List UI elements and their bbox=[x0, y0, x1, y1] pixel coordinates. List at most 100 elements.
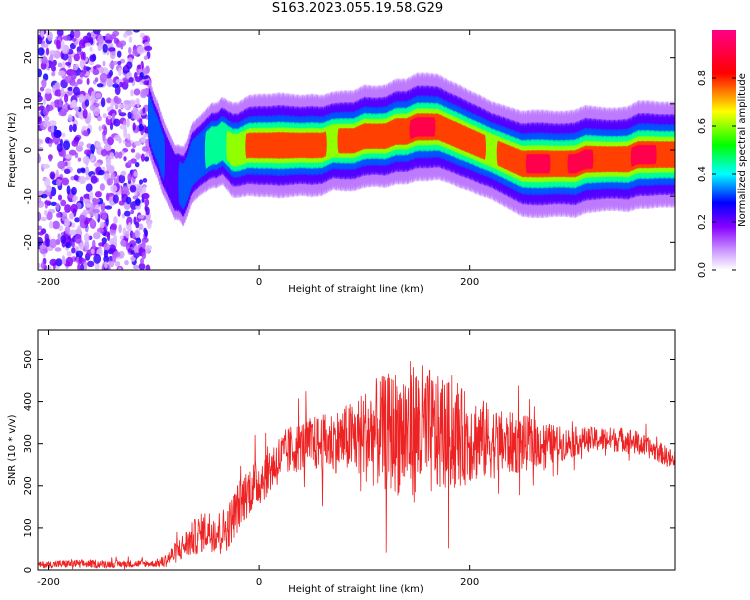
noise-blob bbox=[135, 204, 141, 210]
noise-blob bbox=[82, 130, 89, 137]
spectrogram-y-tick-label: -10 bbox=[23, 188, 34, 204]
noise-blob bbox=[113, 177, 117, 185]
spectrogram-panel: -200 0 200 -20 -10 0 10 20 Height of straight l… bbox=[7, 29, 676, 295]
noise-blob bbox=[41, 56, 48, 65]
noise-blob bbox=[84, 42, 92, 47]
noise-blob bbox=[120, 170, 127, 176]
noise-blob bbox=[111, 113, 116, 119]
noise-blob bbox=[144, 198, 150, 207]
noise-blob bbox=[84, 233, 90, 243]
noise-blob bbox=[125, 230, 130, 239]
noise-blob bbox=[61, 211, 68, 222]
noise-blob bbox=[110, 99, 114, 109]
noise-blob bbox=[112, 194, 119, 204]
snr-y-tick-label: 400 bbox=[23, 392, 34, 411]
noise-blob bbox=[135, 154, 143, 159]
noise-blob bbox=[129, 185, 137, 193]
noise-blob bbox=[89, 46, 93, 52]
noise-blob bbox=[44, 115, 50, 122]
noise-blob bbox=[69, 229, 78, 236]
noise-blob bbox=[141, 240, 146, 249]
noise-blob bbox=[120, 239, 127, 247]
noise-blob bbox=[51, 65, 56, 72]
noise-blob bbox=[87, 112, 92, 122]
noise-blob bbox=[118, 137, 122, 144]
noise-blob bbox=[133, 171, 138, 177]
snr-y-tick-label: 200 bbox=[23, 476, 34, 495]
noise-blob bbox=[41, 43, 49, 48]
noise-blob bbox=[40, 262, 45, 270]
noise-blob bbox=[38, 115, 42, 125]
noise-blob bbox=[123, 103, 129, 110]
noise-blob bbox=[71, 37, 77, 42]
noise-blob bbox=[132, 49, 139, 56]
noise-blob bbox=[73, 174, 79, 181]
noise-blob bbox=[98, 66, 104, 74]
noise-blob bbox=[118, 250, 125, 259]
snr-y-tick-label: 0 bbox=[23, 567, 34, 573]
noise-blob bbox=[58, 98, 63, 108]
ridge-segment bbox=[653, 144, 657, 165]
noise-blob bbox=[127, 111, 132, 119]
noise-blob bbox=[78, 214, 86, 223]
noise-blob bbox=[76, 168, 82, 174]
noise-blob bbox=[133, 113, 141, 121]
noise-blob bbox=[50, 201, 57, 206]
noise-blob bbox=[44, 209, 48, 216]
noise-blob bbox=[144, 156, 150, 162]
noise-blob bbox=[52, 59, 57, 67]
noise-blob bbox=[89, 190, 94, 201]
noise-blob bbox=[65, 256, 73, 267]
noise-blob bbox=[75, 145, 83, 152]
noise-blob bbox=[127, 160, 132, 166]
noise-blob bbox=[84, 240, 90, 251]
noise-blob bbox=[84, 99, 90, 107]
noise-blob bbox=[139, 72, 144, 78]
noise-blob bbox=[134, 162, 140, 168]
noise-blob bbox=[117, 208, 121, 217]
noise-blob bbox=[64, 93, 69, 103]
noise-blob bbox=[114, 261, 121, 267]
noise-blob bbox=[132, 106, 138, 116]
noise-blob bbox=[71, 247, 76, 254]
noise-blob bbox=[138, 223, 144, 231]
noise-blob bbox=[61, 255, 66, 265]
noise-blob bbox=[40, 30, 45, 38]
noise-blob bbox=[113, 234, 118, 243]
noise-blob bbox=[61, 132, 66, 138]
noise-blob bbox=[112, 83, 120, 88]
noise-blob bbox=[102, 113, 107, 119]
noise-blob bbox=[39, 244, 47, 249]
noise-blob bbox=[110, 172, 116, 181]
noise-blob bbox=[38, 262, 41, 269]
noise-blob bbox=[44, 91, 52, 102]
noise-blob bbox=[137, 64, 142, 70]
ridge-segment bbox=[672, 141, 675, 169]
noise-blob bbox=[41, 78, 47, 89]
noise-blob bbox=[134, 72, 138, 79]
noise-blob bbox=[137, 185, 143, 193]
noise-blob bbox=[79, 242, 85, 250]
noise-blob bbox=[109, 61, 115, 69]
noise-blob bbox=[107, 47, 116, 52]
noise-blob bbox=[109, 152, 115, 160]
noise-blob bbox=[38, 106, 42, 111]
noise-blob bbox=[56, 143, 63, 153]
noise-blob bbox=[137, 45, 145, 55]
noise-blob bbox=[67, 86, 74, 91]
noise-blob bbox=[76, 46, 82, 53]
noise-blob bbox=[89, 54, 96, 62]
noise-blob bbox=[61, 177, 70, 186]
noise-blob bbox=[128, 47, 132, 55]
noise-blob bbox=[71, 241, 76, 248]
noise-blob bbox=[40, 194, 48, 199]
noise-blob bbox=[105, 192, 110, 201]
noise-blob bbox=[45, 88, 52, 94]
noise-blob bbox=[62, 35, 71, 41]
noise-blob bbox=[142, 88, 151, 95]
noise-blob bbox=[106, 178, 114, 186]
noise-blob bbox=[82, 109, 88, 119]
noise-blob bbox=[68, 212, 75, 220]
noise-blob bbox=[61, 148, 66, 159]
snr-series-line bbox=[38, 361, 675, 570]
